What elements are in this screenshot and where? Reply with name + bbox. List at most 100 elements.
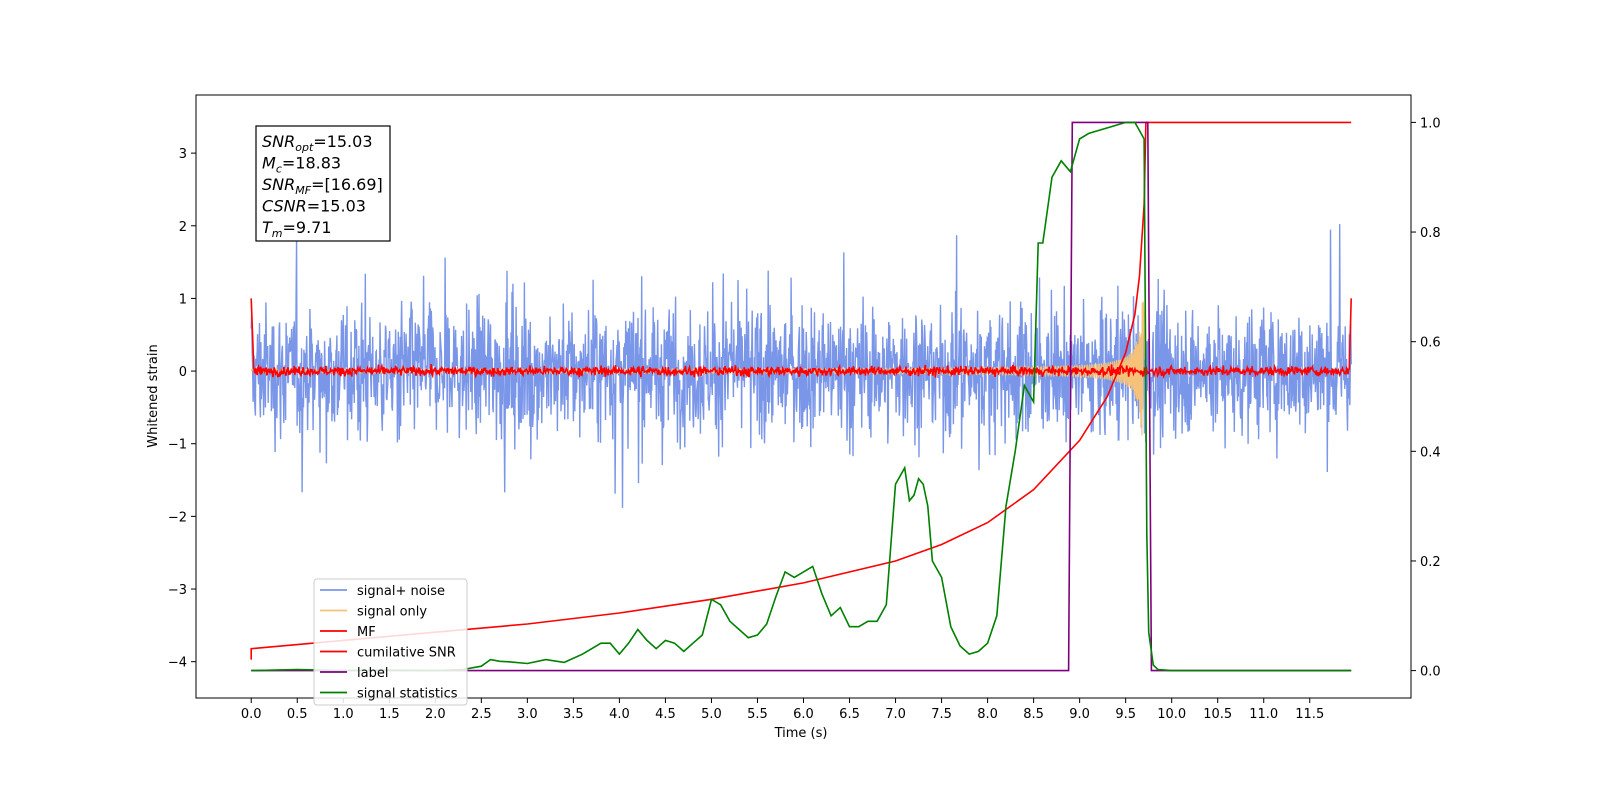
y-right-tick-label: 0.6	[1420, 336, 1441, 351]
y-right-tick: 0.4	[1411, 445, 1441, 460]
x-tick: 4.0	[609, 698, 630, 722]
x-tick-label: 1.5	[379, 707, 400, 722]
legend-label: signal statistics	[357, 687, 458, 702]
x-tick: 4.5	[655, 698, 676, 722]
annotation-line: Tm=9.71	[262, 218, 332, 240]
x-tick-label: 5.0	[701, 707, 722, 722]
y-left-tick-label: −2	[168, 510, 187, 525]
y-left-tick-label: 0	[179, 365, 187, 380]
legend-label: label	[357, 666, 388, 681]
y-left-tick-label: 3	[179, 147, 187, 162]
x-tick-label: 3.0	[517, 707, 538, 722]
x-axis: 0.0 0.5 1.0 1.5 2.0 2.5 3.0 3.5 4.0 4.5 5.0 5.5 6.0 6…	[241, 698, 1324, 722]
y-axis-label: Whitened strain	[146, 344, 161, 447]
x-tick: 10.5	[1203, 698, 1232, 722]
y-right-tick: 0.0	[1411, 665, 1441, 680]
annotation-box-frame	[255, 125, 391, 242]
y-right-tick-label: 0.8	[1420, 226, 1441, 241]
legend-frame	[313, 578, 468, 706]
x-tick-label: 11.0	[1249, 707, 1278, 722]
x-tick: 0.5	[287, 698, 308, 722]
legend-label: cumilative SNR	[357, 646, 456, 661]
x-tick: 6.5	[839, 698, 860, 722]
x-tick: 10.0	[1157, 698, 1186, 722]
x-tick: 5.5	[747, 698, 768, 722]
y-right-tick-label: 1.0	[1420, 116, 1441, 131]
y-right-tick-label: 0.2	[1420, 555, 1441, 570]
x-tick: 11.5	[1295, 698, 1324, 722]
x-tick-label: 0.5	[287, 707, 308, 722]
x-tick-label: 6.0	[793, 707, 814, 722]
x-tick-label: 4.0	[609, 707, 630, 722]
x-tick-label: 6.5	[839, 707, 860, 722]
legend-label: signal only	[357, 605, 427, 620]
x-tick-label: 9.5	[1115, 707, 1136, 722]
x-tick-label: 2.5	[471, 707, 492, 722]
x-tick-label: 10.5	[1203, 707, 1232, 722]
series-signal-statistics	[251, 121, 1352, 672]
series-signal-noise	[250, 224, 1352, 508]
x-tick-label: 8.0	[977, 707, 998, 722]
x-tick-label: 0.0	[241, 707, 262, 722]
x-axis-label: Time (s)	[774, 726, 828, 741]
annotation-line: SNRMF=[16.69]	[262, 175, 383, 197]
x-tick-label: 11.5	[1295, 707, 1324, 722]
x-tick-label: 5.5	[747, 707, 768, 722]
y-right-tick: 0.2	[1411, 555, 1441, 570]
x-tick: 7.5	[931, 698, 952, 722]
metrics-annotation-box: SNRopt=15.03Mc=18.83SNRMF=[16.69]CSNR=15…	[255, 125, 391, 242]
x-tick: 11.0	[1249, 698, 1278, 722]
x-tick: 8.0	[977, 698, 998, 722]
y-left-tick-label: 2	[179, 220, 187, 235]
y-left-tick-label: −4	[168, 656, 187, 671]
y-right-tick-label: 0.0	[1420, 665, 1441, 680]
x-tick: 9.5	[1115, 698, 1136, 722]
y-left-tick: −4	[168, 656, 196, 671]
annotation-line: CSNR=15.03	[262, 197, 366, 216]
y-right-tick: 0.8	[1411, 226, 1441, 241]
x-tick: 8.5	[1023, 698, 1044, 722]
legend-entry: signal statistics	[320, 687, 458, 702]
y-left-tick: −2	[168, 510, 196, 525]
x-tick-label: 10.0	[1157, 707, 1186, 722]
x-tick-label: 8.5	[1023, 707, 1044, 722]
y-right-tick-label: 0.4	[1420, 445, 1441, 460]
y-axis-right: 1.0 0.8 0.6 0.4 0.2 0.0	[1411, 116, 1441, 680]
x-tick-label: 9.0	[1069, 707, 1090, 722]
y-left-tick-label: −1	[168, 438, 187, 453]
x-tick: 2.5	[471, 698, 492, 722]
x-tick: 9.0	[1069, 698, 1090, 722]
legend-label: signal+ noise	[357, 584, 445, 599]
x-tick-label: 1.0	[333, 707, 354, 722]
legend-entry: cumilative SNR	[320, 646, 456, 661]
y-right-tick: 1.0	[1411, 116, 1441, 131]
x-tick-label: 7.5	[931, 707, 952, 722]
legend-entry: MF	[320, 625, 376, 640]
legend-entry: signal only	[320, 605, 427, 620]
y-axis-left: 3 2 1 0 −1 −2 −3 −4	[168, 147, 196, 671]
x-tick: 7.0	[885, 698, 906, 722]
y-left-tick: −1	[168, 438, 196, 453]
y-left-tick: −3	[168, 583, 196, 598]
series-mf	[250, 298, 1352, 380]
x-tick-label: 4.5	[655, 707, 676, 722]
annotation-line: SNRopt=15.03	[262, 132, 373, 154]
legend: signal+ noise signal only MF cumilative SNR…	[313, 578, 468, 706]
x-tick-label: 2.0	[425, 707, 446, 722]
y-left-tick: 3	[179, 147, 196, 162]
legend-entry: signal+ noise	[320, 584, 445, 599]
legend-label: MF	[357, 625, 376, 640]
y-right-tick: 0.6	[1411, 336, 1441, 351]
x-tick: 6.0	[793, 698, 814, 722]
annotation-line: Mc=18.83	[262, 154, 341, 176]
x-tick: 3.0	[517, 698, 538, 722]
y-left-tick-label: −3	[168, 583, 187, 598]
y-left-tick: 1	[179, 292, 196, 307]
x-tick-label: 7.0	[885, 707, 906, 722]
y-left-tick: 0	[179, 365, 196, 380]
legend-entry: label	[320, 666, 388, 681]
y-left-tick: 2	[179, 220, 196, 235]
x-tick: 5.0	[701, 698, 722, 722]
x-tick: 0.0	[241, 698, 262, 722]
